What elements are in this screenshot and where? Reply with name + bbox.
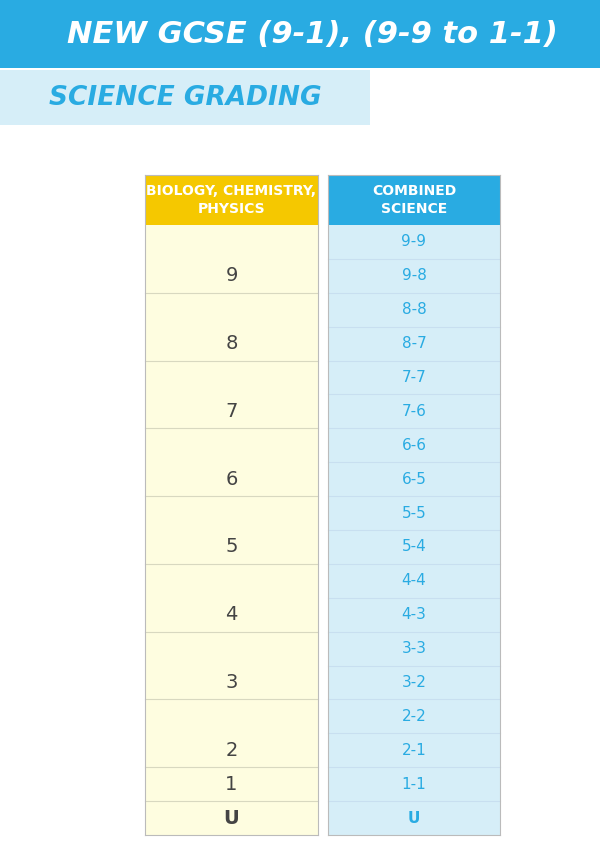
Text: 4-4: 4-4 xyxy=(401,574,427,588)
Text: 9: 9 xyxy=(226,266,238,286)
Text: NEW GCSE (9-1), (9-9 to 1-1): NEW GCSE (9-1), (9-9 to 1-1) xyxy=(67,20,557,48)
Bar xyxy=(145,175,318,225)
Text: 1: 1 xyxy=(226,774,238,794)
Text: 7: 7 xyxy=(226,402,238,421)
Bar xyxy=(0,70,370,125)
Bar xyxy=(0,0,600,68)
Bar xyxy=(328,175,500,225)
Text: 8-8: 8-8 xyxy=(401,303,427,317)
Text: 9-9: 9-9 xyxy=(401,235,427,249)
Text: BIOLOGY, CHEMISTRY,
PHYSICS: BIOLOGY, CHEMISTRY, PHYSICS xyxy=(146,184,317,216)
Text: 5-4: 5-4 xyxy=(401,540,427,554)
Text: 8-7: 8-7 xyxy=(401,336,427,351)
Text: 2: 2 xyxy=(226,741,238,760)
Text: U: U xyxy=(408,811,420,825)
Text: 5-5: 5-5 xyxy=(401,506,427,520)
Text: 1-1: 1-1 xyxy=(401,777,427,791)
Text: 6-6: 6-6 xyxy=(401,438,427,453)
Text: 2-1: 2-1 xyxy=(401,743,427,758)
Bar xyxy=(145,225,318,835)
Text: 7-7: 7-7 xyxy=(401,370,427,385)
Text: U: U xyxy=(224,808,239,828)
Text: 6: 6 xyxy=(226,470,238,489)
Text: 4-3: 4-3 xyxy=(401,607,427,622)
Text: 9-8: 9-8 xyxy=(401,269,427,283)
Text: COMBINED
SCIENCE: COMBINED SCIENCE xyxy=(372,184,456,216)
Bar xyxy=(328,225,500,835)
Text: 2-2: 2-2 xyxy=(401,709,427,724)
Text: 5: 5 xyxy=(225,537,238,557)
Text: 3-2: 3-2 xyxy=(401,675,427,690)
Text: 4: 4 xyxy=(226,605,238,624)
Text: 7-6: 7-6 xyxy=(401,404,427,419)
Text: 8: 8 xyxy=(226,334,238,353)
Text: 3: 3 xyxy=(226,673,238,692)
Text: SCIENCE GRADING: SCIENCE GRADING xyxy=(49,84,322,110)
Text: 6-5: 6-5 xyxy=(401,472,427,487)
Text: 3-3: 3-3 xyxy=(401,641,427,656)
